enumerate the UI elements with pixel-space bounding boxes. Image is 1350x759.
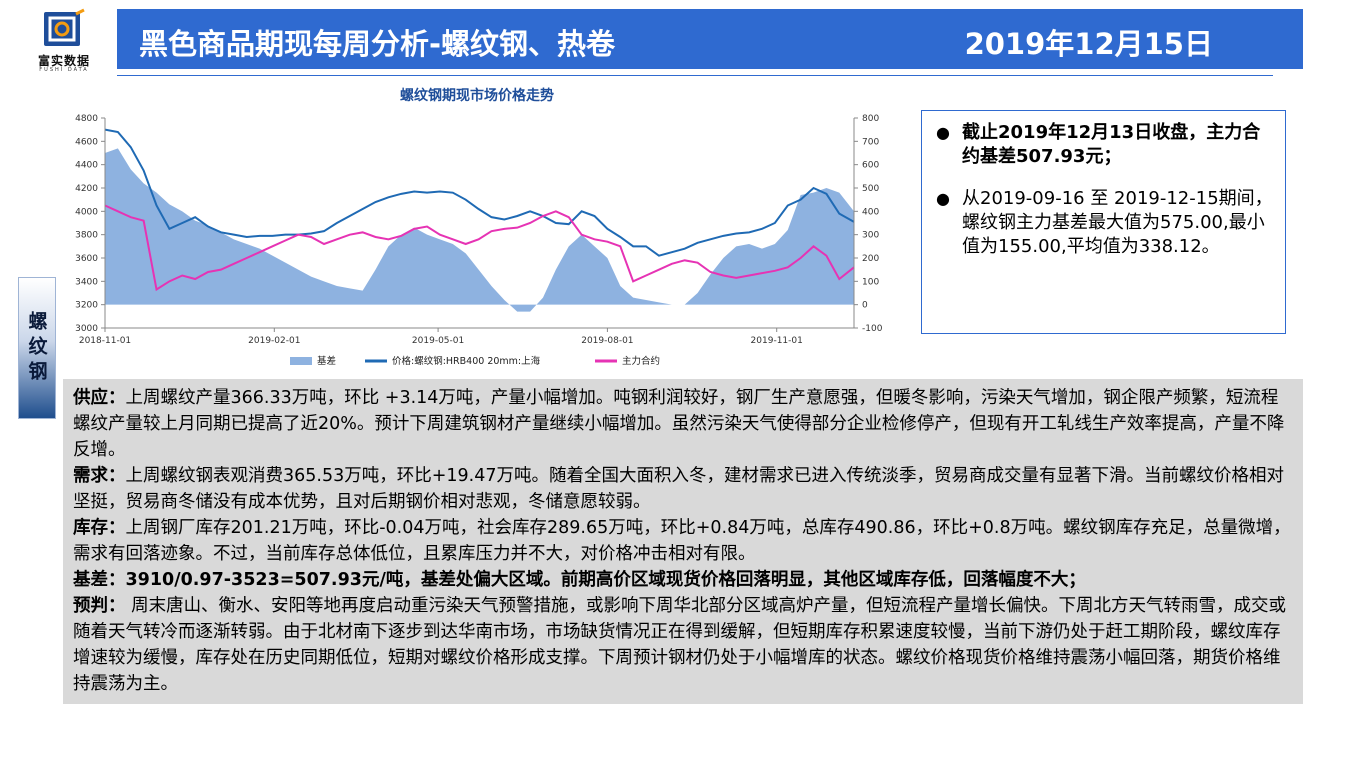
left-tick-label: 3400 xyxy=(75,277,98,287)
right-tick-label: 0 xyxy=(862,301,868,311)
right-tick-label: 700 xyxy=(862,137,879,147)
main-contract-line xyxy=(104,204,855,292)
inventory-label: 库存： xyxy=(73,518,126,538)
left-tick-label: 4600 xyxy=(75,137,98,147)
basis-label: 基差： xyxy=(73,570,126,590)
supply-paragraph: 供应：上周螺纹产量366.33万吨，环比 +3.14万吨，产量小幅增加。吨钢利润… xyxy=(73,385,1293,463)
right-tick-label: 500 xyxy=(862,184,879,194)
x-tick-label: 2019-11-01 xyxy=(751,336,803,346)
summary-item-1: ● 截止2019年12月13日收盘，主力合约基差507.93元； xyxy=(936,121,1273,169)
section-side-label: 螺纹钢 xyxy=(18,277,56,419)
left-tick-label: 3800 xyxy=(75,231,98,241)
left-tick-label: 4400 xyxy=(75,161,98,171)
demand-text: 上周螺纹钢表观消费365.53万吨，环比+19.47万吨。随着全国大面积入冬，建… xyxy=(73,466,1284,512)
page-title: 黑色商品期现每周分析-螺纹钢、热卷 xyxy=(139,27,616,61)
right-tick-label: 800 xyxy=(862,114,879,124)
summary-item-2: ● 从2019-09-16 至 2019-12-15期间，螺纹钢主力基差最大值为… xyxy=(936,187,1273,259)
inventory-text: 上周钢厂库存201.21万吨，环比-0.04万吨，社会库存289.65万吨，环比… xyxy=(73,518,1291,564)
basis-area xyxy=(105,148,854,312)
basis-paragraph: 基差：3910/0.97-3523=507.93元/吨，基差处偏大区域。前期高价… xyxy=(73,567,1293,593)
right-tick-label: 100 xyxy=(862,277,879,287)
logo-subtitle: FUSHI DATA xyxy=(39,67,89,73)
forecast-paragraph: 预判： 周末唐山、衡水、安阳等地再度启动重污染天气预警措施，或影响下周华北部分区… xyxy=(73,593,1293,697)
company-logo: 富实数据 FUSHI DATA xyxy=(14,8,114,73)
right-tick-label: 600 xyxy=(862,161,879,171)
x-tick-label: 2019-08-01 xyxy=(581,336,633,346)
bullet-icon: ● xyxy=(936,123,950,142)
left-tick-label: 3600 xyxy=(75,254,98,264)
left-tick-label: 4800 xyxy=(75,114,98,124)
spot-price-line xyxy=(104,128,855,257)
side-label-text: 螺纹钢 xyxy=(25,310,48,386)
supply-label: 供应： xyxy=(73,388,126,408)
header-banner: 黑色商品期现每周分析-螺纹钢、热卷 2019年12月15日 xyxy=(117,9,1303,69)
right-tick-label: 400 xyxy=(862,207,879,217)
left-tick-label: 4000 xyxy=(75,207,98,217)
bullet-icon: ● xyxy=(936,189,950,208)
forecast-label: 预判： xyxy=(73,596,126,616)
report-date: 2019年12月15日 xyxy=(964,27,1213,61)
legend-basis-label: 基差 xyxy=(317,355,336,367)
legend-spot-price-label: 价格:螺纹钢:HRB400 20mm:上海 xyxy=(392,355,541,367)
basis-summary-box: ● 截止2019年12月13日收盘，主力合约基差507.93元； ● 从2019… xyxy=(921,110,1286,334)
left-tick-label: 3000 xyxy=(75,324,98,334)
logo-name: 富实数据 xyxy=(37,54,90,68)
header-divider xyxy=(117,75,1273,76)
price-chart: 螺纹钢期现市场价格走势 3000 3200 3400 3600 3800 4000 4200… xyxy=(60,80,910,375)
basis-text: 3910/0.97-3523=507.93元/吨，基差处偏大区域。前期高价区域现… xyxy=(125,570,1086,590)
right-tick-label: -100 xyxy=(862,324,883,334)
supply-text: 上周螺纹产量366.33万吨，环比 +3.14万吨，产量小幅增加。吨钢利润较好，… xyxy=(73,388,1285,460)
demand-paragraph: 需求：上周螺纹钢表观消费365.53万吨，环比+19.47万吨。随着全国大面积入… xyxy=(73,463,1293,515)
right-tick-label: 200 xyxy=(862,254,879,264)
right-tick-label: 300 xyxy=(862,231,879,241)
x-tick-label: 2019-02-01 xyxy=(248,336,300,346)
left-tick-label: 4200 xyxy=(75,184,98,194)
x-tick-label: 2019-05-01 xyxy=(412,336,464,346)
analysis-panel: 供应：上周螺纹产量366.33万吨，环比 +3.14万吨，产量小幅增加。吨钢利润… xyxy=(63,379,1303,704)
chart-svg: 螺纹钢期现市场价格走势 3000320034003600380040004200… xyxy=(75,87,883,367)
left-tick-label: 3200 xyxy=(75,301,98,311)
summary-text-1: 截止2019年12月13日收盘，主力合约基差507.93元； xyxy=(962,122,1261,167)
inventory-paragraph: 库存：上周钢厂库存201.21万吨，环比-0.04万吨，社会库存289.65万吨… xyxy=(73,515,1293,567)
chart-title: 螺纹钢期现市场价格走势 xyxy=(400,87,554,104)
legend-basis-swatch xyxy=(290,357,312,365)
demand-label: 需求： xyxy=(73,466,126,486)
legend-main-contract-label: 主力合约 xyxy=(622,355,660,367)
logo-icon xyxy=(44,8,85,46)
x-tick-label: 2018-11-01 xyxy=(79,336,131,346)
summary-text-2: 从2019-09-16 至 2019-12-15期间，螺纹钢主力基差最大值为57… xyxy=(962,188,1273,257)
forecast-text: 周末唐山、衡水、安阳等地再度启动重污染天气预警措施，或影响下周华北部分区域高炉产… xyxy=(73,596,1287,694)
